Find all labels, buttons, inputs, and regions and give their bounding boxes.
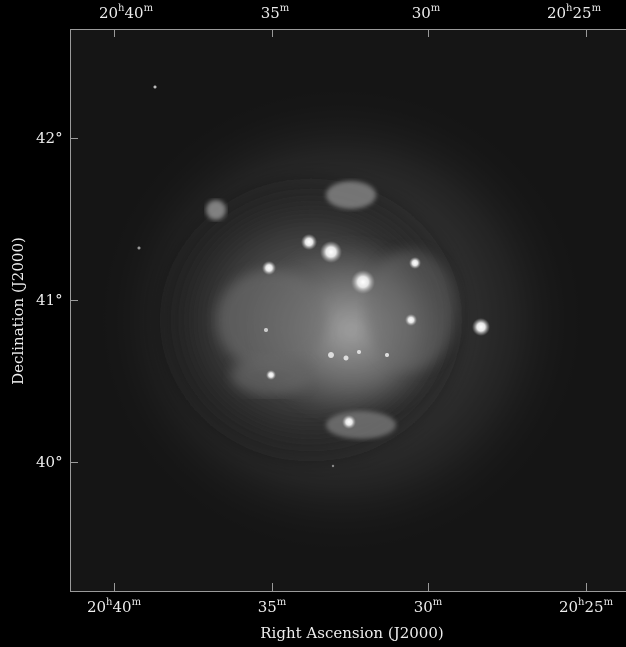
ra-tick-bottom-1	[114, 583, 115, 592]
ra-top-label-30m: 30m	[411, 3, 441, 22]
dec-label-41: 41°	[36, 291, 63, 309]
dec-tick-1	[70, 138, 78, 139]
ra-tick-bottom-3	[428, 583, 429, 592]
ra-tick-top-2	[272, 29, 273, 37]
dec-tick-3	[70, 462, 78, 463]
dec-label-40: 40°	[36, 453, 63, 471]
ra-tick-bottom-2	[272, 583, 273, 592]
ra-tick-bottom-4	[586, 583, 587, 592]
ra-bottom-label-20h40m: 20h40m	[86, 597, 142, 616]
ra-tick-top-3	[428, 29, 429, 37]
dec-tick-2	[70, 300, 78, 301]
nebula-image	[71, 30, 626, 591]
y-axis-title: Declination (J2000)	[9, 237, 27, 385]
sky-image-frame	[70, 29, 626, 592]
ra-top-label-20h40m: 20h40m	[98, 3, 154, 22]
ra-bottom-label-35m: 35m	[257, 597, 287, 616]
x-axis-title: Right Ascension (J2000)	[260, 624, 444, 642]
ra-tick-top-1	[114, 29, 115, 37]
ra-bottom-label-30m: 30m	[413, 597, 443, 616]
ra-top-label-20h25m: 20h25m	[546, 3, 602, 22]
ra-tick-top-4	[586, 29, 587, 37]
ra-bottom-label-20h25m: 20h25m	[558, 597, 614, 616]
dec-label-42: 42°	[36, 129, 63, 147]
ra-top-label-35m: 35m	[260, 3, 290, 22]
